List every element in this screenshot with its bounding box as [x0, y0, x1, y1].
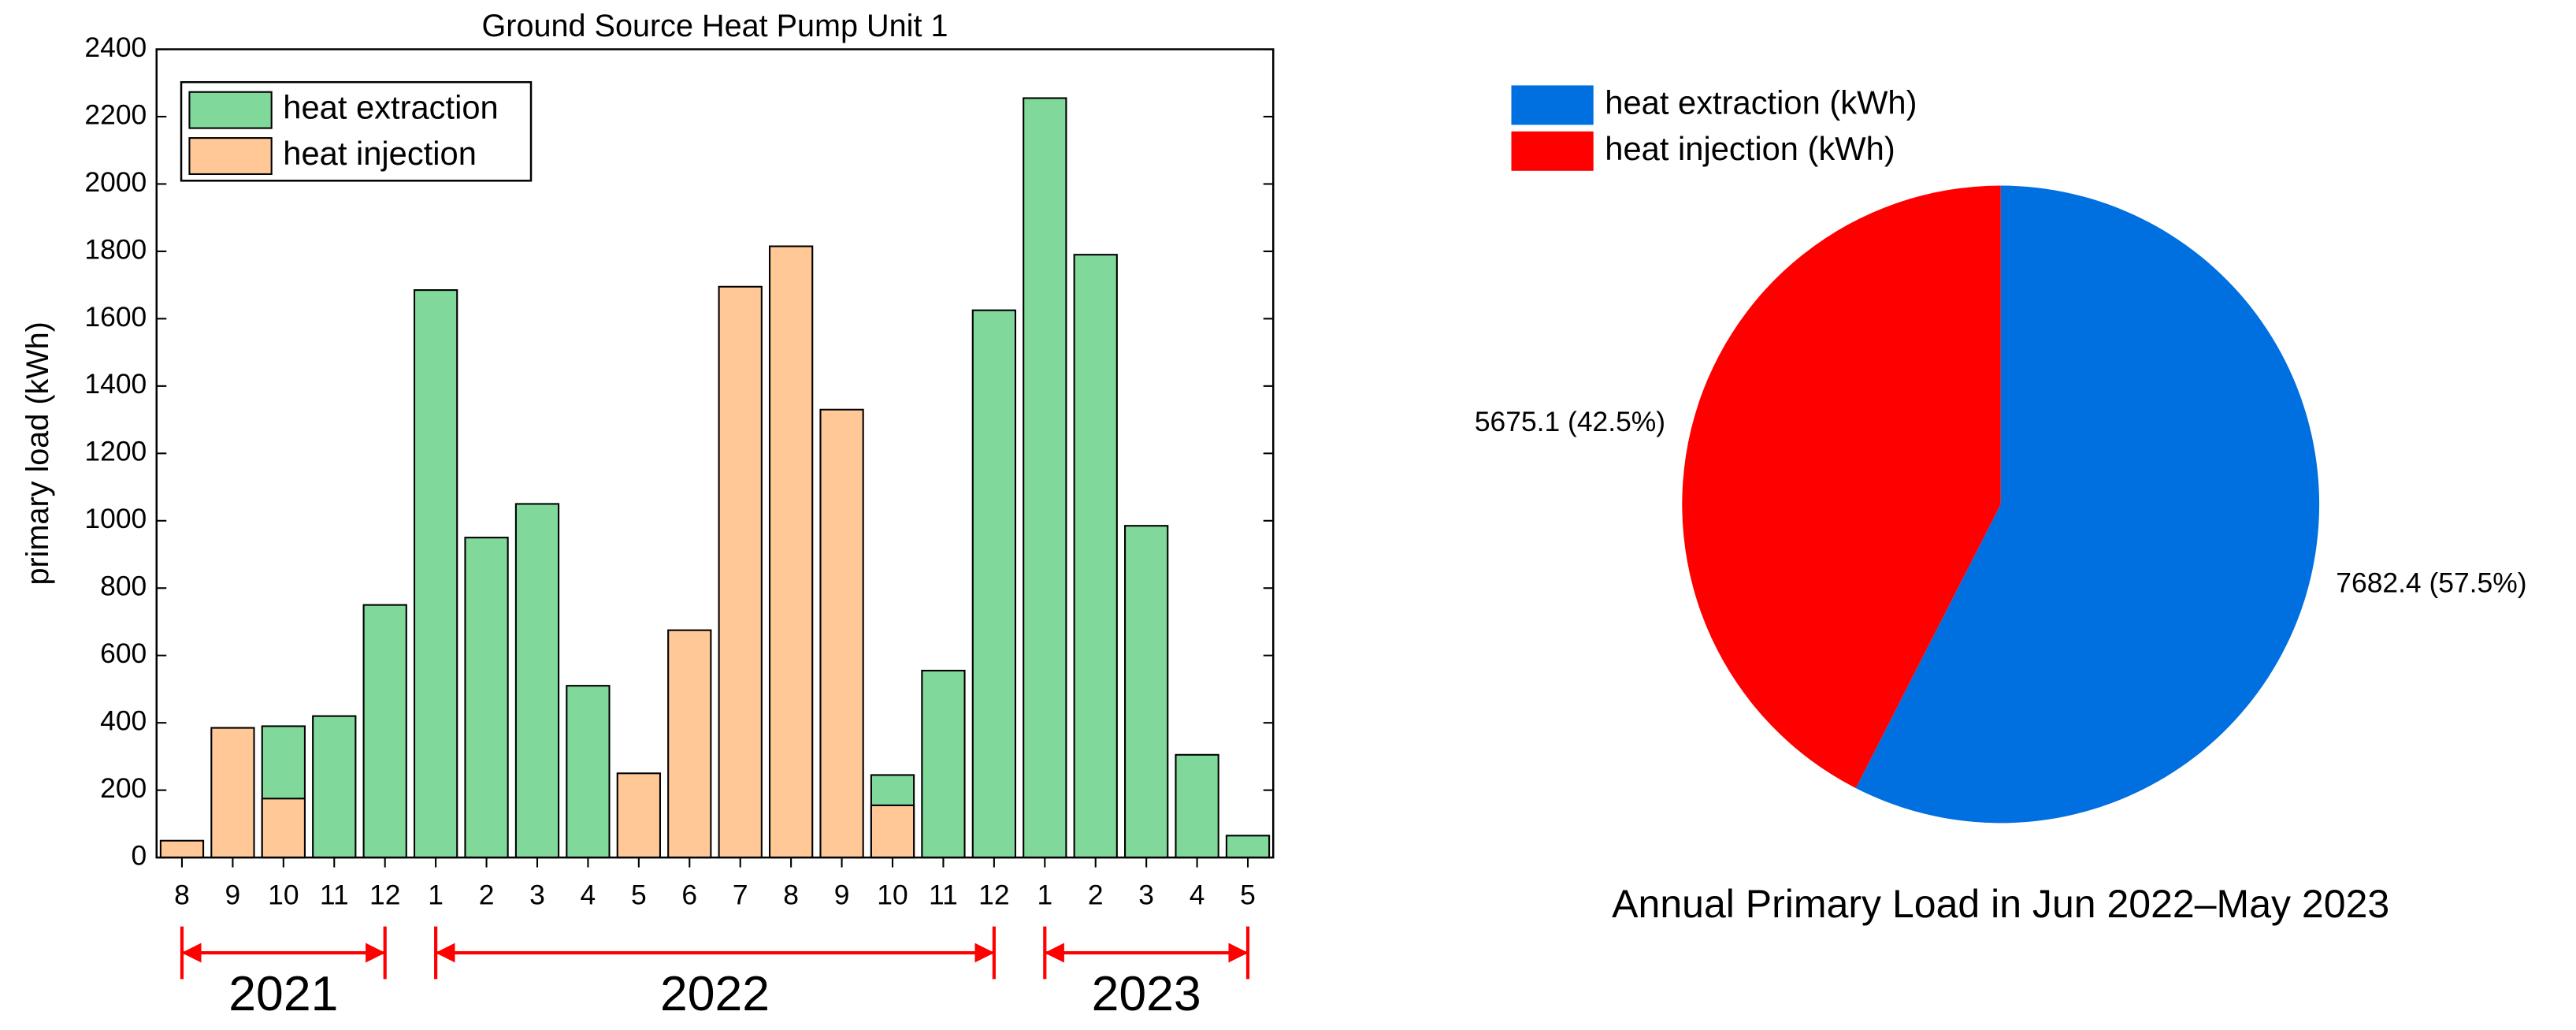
bar [210, 727, 255, 859]
y-tick-label: 600 [100, 638, 147, 669]
group-label: 2021 [228, 966, 338, 1021]
x-tick-label: 10 [268, 879, 299, 911]
x-tick-label: 3 [529, 879, 545, 911]
x-tick-label: 7 [733, 879, 748, 911]
y-tick-label: 2400 [84, 32, 147, 63]
bar [514, 503, 560, 859]
y-axis-label: primary load (kWh) [20, 322, 55, 585]
x-tick-label: 4 [581, 879, 596, 911]
pie-value-label: 5675.1 (42.5%) [1475, 406, 1665, 437]
x-tick-label: 2 [1088, 879, 1104, 911]
legend-swatch [1511, 85, 1594, 125]
x-tick-label: 9 [834, 879, 850, 911]
y-tick-label: 1600 [84, 301, 147, 333]
x-tick-label: 12 [369, 879, 400, 911]
group-label: 2022 [660, 966, 770, 1021]
bar [616, 772, 661, 859]
y-tick-label: 2200 [84, 99, 147, 130]
bar [819, 408, 864, 859]
bar [1023, 97, 1067, 859]
chart-title: Annual Primary Load in Jun 2022–May 2023 [1612, 882, 2389, 926]
bar [159, 839, 205, 859]
bar [1175, 753, 1219, 859]
x-tick-label: 11 [320, 879, 349, 911]
bar [464, 537, 509, 859]
bar [870, 804, 915, 859]
bar [769, 245, 814, 859]
y-tick-label: 1400 [84, 368, 147, 400]
y-tick-label: 200 [100, 772, 147, 804]
bar [362, 604, 407, 859]
y-tick-label: 2000 [84, 166, 147, 198]
x-tick-label: 4 [1190, 879, 1205, 911]
x-tick-label: 1 [428, 879, 444, 911]
bar [921, 669, 966, 859]
x-tick-label: 8 [783, 879, 799, 911]
bar [667, 629, 712, 859]
legend-swatch [1511, 131, 1594, 171]
bar [1124, 525, 1169, 859]
x-tick-label: 2 [479, 879, 495, 911]
y-tick-label: 1200 [84, 436, 147, 467]
chart-title: Ground Source Heat Pump Unit 1 [481, 9, 948, 43]
legend-label: heat extraction [283, 89, 498, 126]
plot-frame [155, 48, 1275, 859]
x-tick-label: 5 [631, 879, 647, 911]
bar [261, 798, 306, 859]
legend-label: heat extraction (kWh) [1605, 84, 1917, 121]
x-tick-label: 3 [1138, 879, 1154, 911]
legend-label: heat injection [283, 135, 477, 172]
legend-swatch [188, 91, 273, 129]
x-tick-label: 1 [1037, 879, 1052, 911]
y-tick-label: 1800 [84, 233, 147, 265]
x-tick-label: 5 [1240, 879, 1256, 911]
bar [1225, 835, 1271, 859]
x-tick-label: 11 [929, 879, 958, 911]
legend-swatch [188, 137, 273, 176]
x-tick-label: 8 [174, 879, 190, 911]
legend-label: heat injection (kWh) [1605, 130, 1895, 167]
y-tick-label: 800 [100, 571, 147, 602]
bar [566, 685, 611, 859]
bar [413, 289, 458, 859]
pie-slice [1855, 185, 2320, 824]
y-tick-label: 0 [132, 839, 147, 871]
bar [1073, 254, 1118, 859]
x-tick-label: 10 [877, 879, 908, 911]
x-tick-label: 6 [681, 879, 697, 911]
y-tick-label: 1000 [84, 503, 147, 534]
x-tick-label: 9 [225, 879, 241, 911]
y-tick-label: 400 [100, 705, 147, 737]
pie-value-label: 7682.4 (57.5%) [2336, 567, 2526, 599]
group-label: 2023 [1092, 966, 1201, 1021]
bar [718, 285, 763, 859]
bar [312, 715, 357, 859]
bar [971, 309, 1017, 859]
x-tick-label: 12 [978, 879, 1009, 911]
pie-slice [1682, 185, 2001, 789]
